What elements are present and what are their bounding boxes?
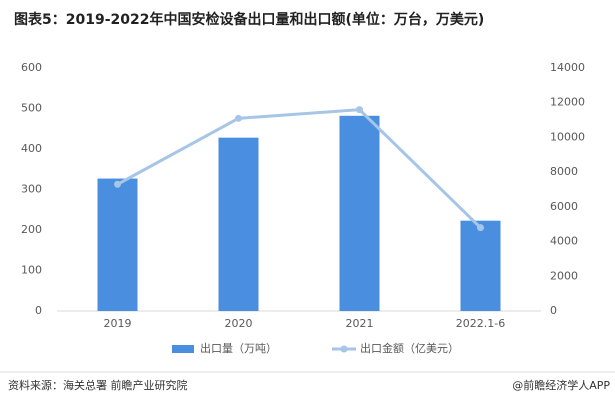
source: 资料来源：海关总署 前瞻产业研究院	[8, 378, 188, 392]
y2-tick-label: 0	[550, 304, 557, 317]
x-tick-label: 2022.1-6	[456, 317, 505, 330]
y2-tick-label: 4000	[550, 235, 578, 248]
y-tick-label: 0	[35, 304, 42, 317]
point	[356, 106, 363, 114]
legend-label: 出口金额（亿美元）	[360, 341, 459, 355]
legend-label: 出口量（万吨）	[200, 341, 277, 355]
x-tick-label: 2020	[225, 317, 253, 330]
legend-swatch	[340, 345, 348, 353]
y-tick-label: 500	[21, 102, 42, 115]
line	[116, 108, 482, 229]
y2-tick-label: 2000	[550, 269, 578, 282]
point	[477, 224, 484, 232]
y2-tick-label: 14000	[550, 61, 585, 74]
y2-tick-label: 8000	[550, 165, 578, 178]
y-tick-label: 100	[21, 264, 42, 277]
y2-tick-label: 12000	[550, 96, 585, 109]
chart-title: 图表5：2019-2022年中国安检设备出口量和出口额(单位：万台，万美元)	[14, 11, 484, 28]
y-tick-label: 400	[21, 142, 42, 155]
point	[235, 114, 242, 122]
bar	[97, 178, 138, 311]
y-tick-label: 200	[21, 223, 42, 236]
y2-tick-label: 6000	[550, 200, 578, 213]
bar	[218, 137, 259, 311]
x-tick-label: 2021	[346, 317, 374, 330]
x-tick-label: 2019	[104, 317, 132, 330]
y2-tick-label: 10000	[550, 130, 585, 143]
point	[114, 180, 121, 188]
credit: @前瞻经济学人APP	[512, 378, 610, 392]
y-tick-label: 600	[21, 61, 42, 74]
y-tick-label: 300	[21, 183, 42, 196]
legend-swatch	[172, 345, 194, 353]
bar	[460, 220, 501, 311]
bar	[339, 115, 380, 311]
